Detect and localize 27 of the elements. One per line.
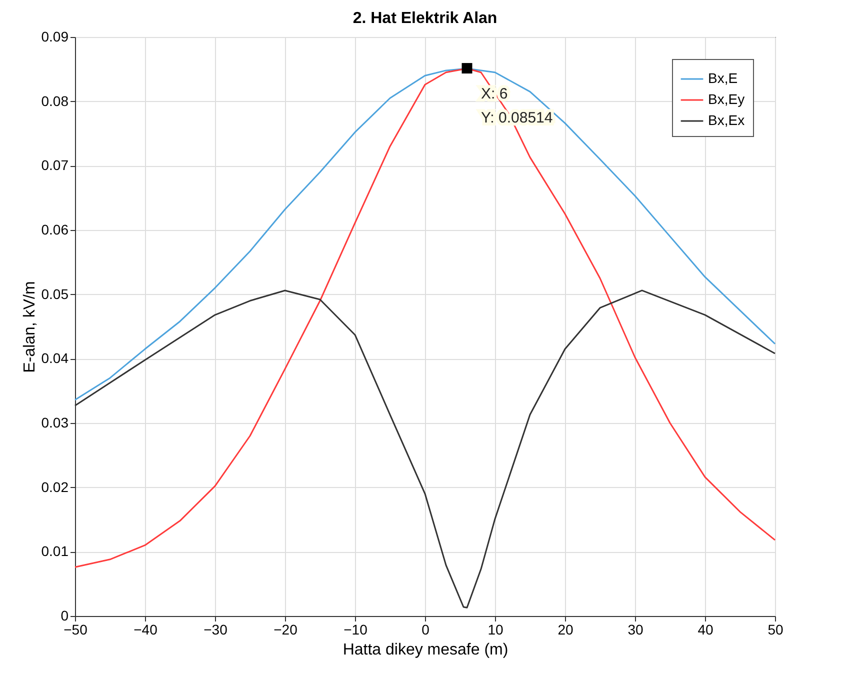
chart-title: 2. Hat Elektrik Alan <box>352 10 498 27</box>
y-tick-label: 0.07 <box>41 157 69 174</box>
y-tick-label: 0.06 <box>41 222 69 238</box>
legend-label: Bx,Ex <box>708 112 745 128</box>
x-tick-label: −10 <box>344 622 368 638</box>
y-tick-label: 0.03 <box>41 414 69 430</box>
x-tick-label: 50 <box>768 622 784 638</box>
x-tick-label: 10 <box>488 622 504 638</box>
y-tick-label: 0.04 <box>41 350 69 366</box>
x-tick-label: 30 <box>628 622 644 638</box>
x-tick-label: 0 <box>422 622 430 638</box>
legend-label: Bx,Ey <box>708 91 745 107</box>
y-tick-label: 0 <box>60 608 69 624</box>
x-tick-label: −20 <box>274 622 298 638</box>
y-tick-label: 0.09 <box>41 28 69 44</box>
legend-label: Bx,E <box>708 70 738 86</box>
x-tick-label: −50 <box>64 622 88 638</box>
x-tick-label: −30 <box>204 622 228 638</box>
y-axis-title: E-alan, kV/m <box>21 281 38 373</box>
y-tick-label: 0.08 <box>41 92 69 109</box>
y-tick-label: 0.05 <box>41 286 69 302</box>
x-tick-label: −40 <box>134 622 158 638</box>
x-tick-label: 40 <box>698 622 714 638</box>
y-tick-label: 0.02 <box>41 478 69 495</box>
x-tick-label: 20 <box>558 622 574 638</box>
y-tick-label: 0.01 <box>41 543 69 560</box>
x-axis-title: Hatta dikey mesafe (m) <box>342 642 508 658</box>
